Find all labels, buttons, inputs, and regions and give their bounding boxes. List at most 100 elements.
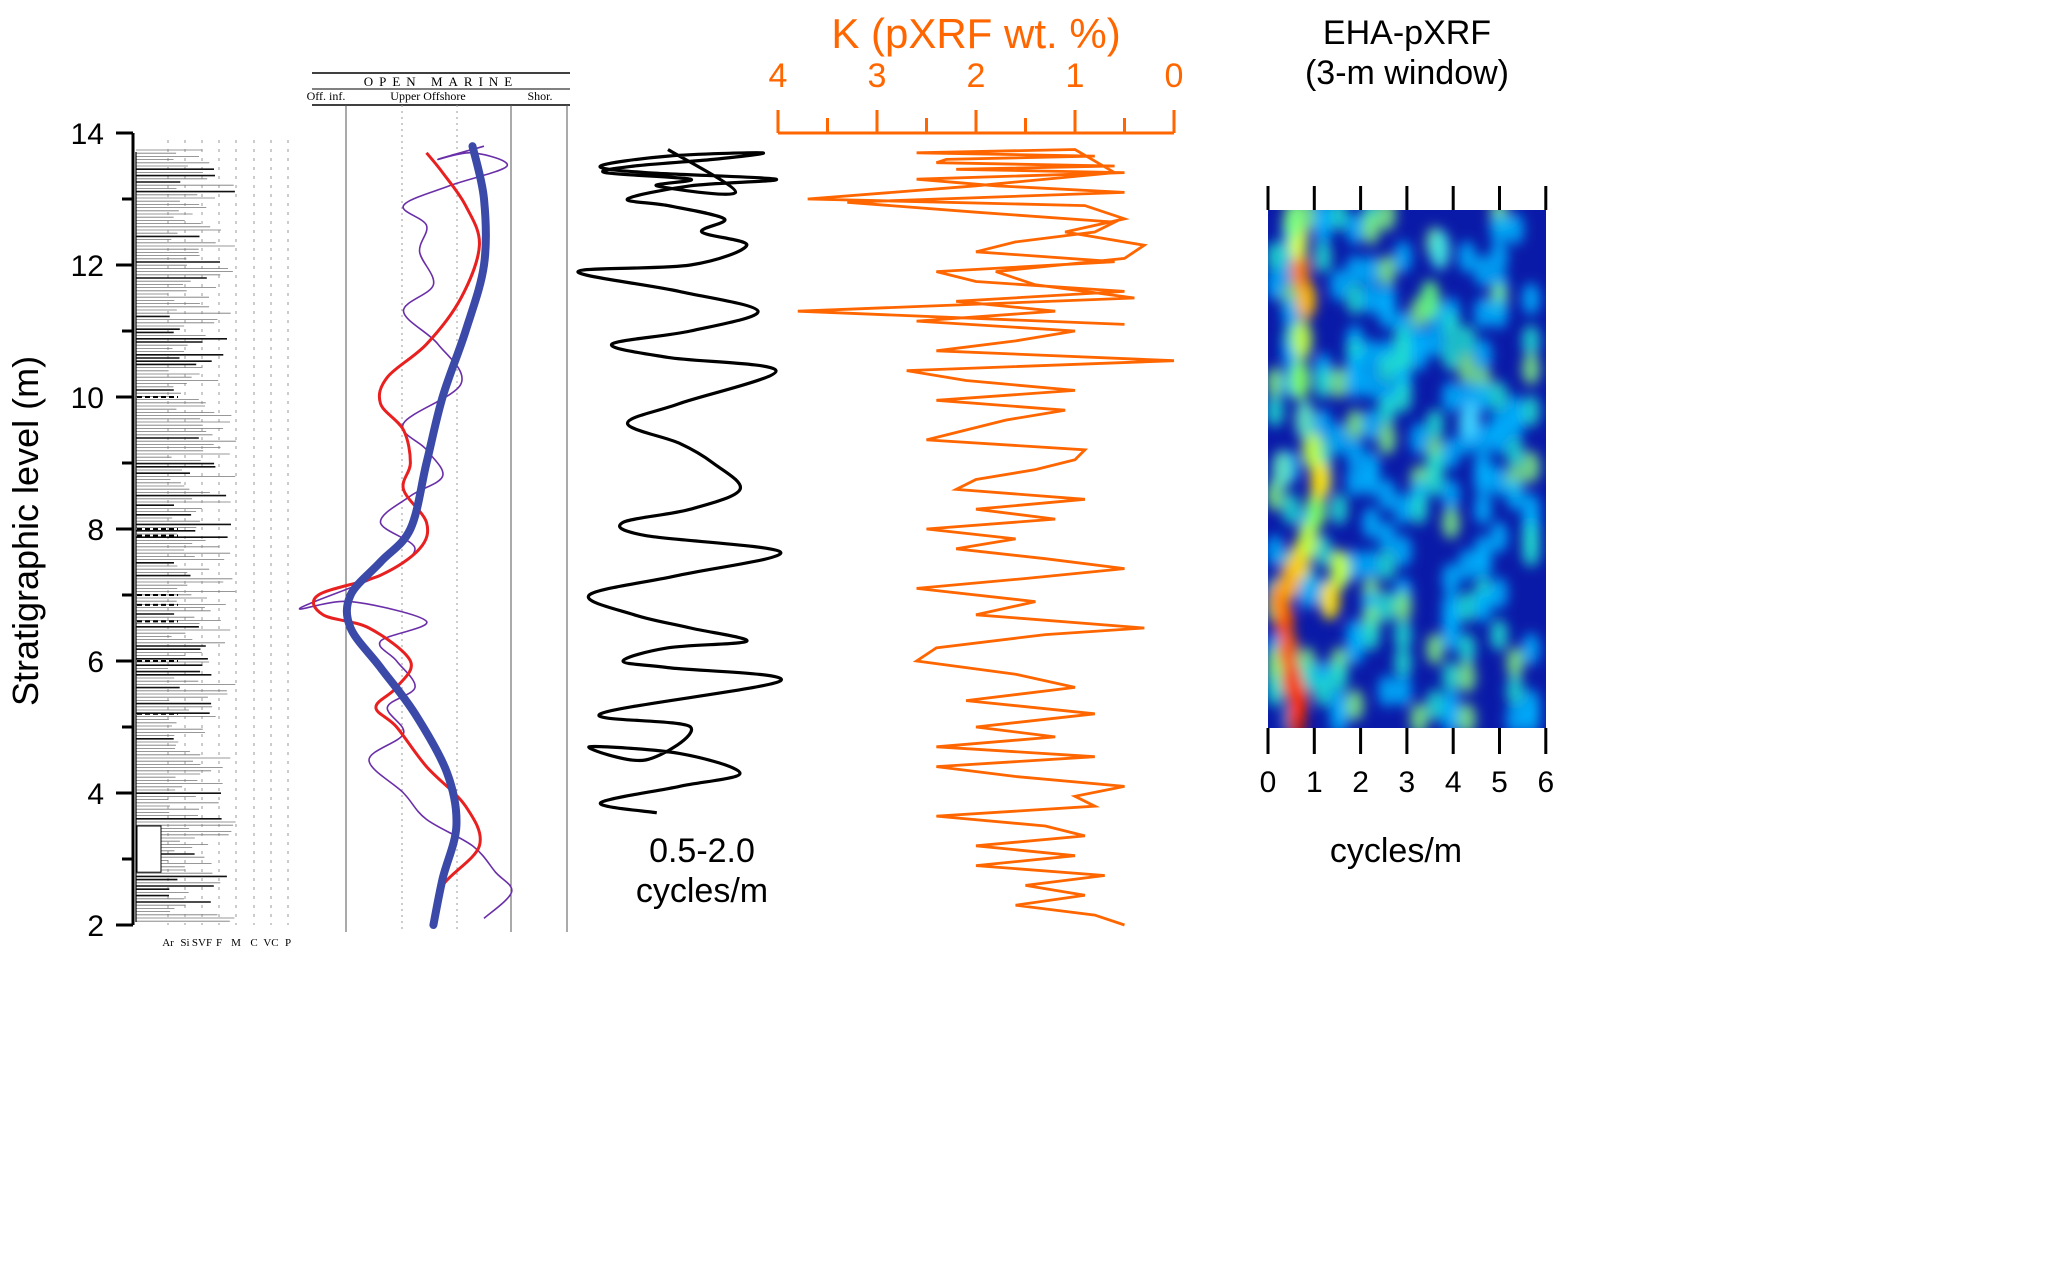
heat-cell — [1490, 577, 1508, 609]
facies-panel: OPEN MARINE Off. inf. Upper Offshore Sho… — [298, 72, 570, 932]
heat-cell — [1442, 661, 1460, 693]
heat-cell — [1522, 535, 1540, 567]
heat-cell — [1394, 675, 1412, 707]
k-tick-label: 2 — [967, 57, 986, 95]
heat-cell — [1442, 479, 1460, 511]
heat-cell — [1490, 521, 1508, 553]
heat-cell — [1346, 549, 1364, 581]
heat-cell — [1314, 409, 1332, 441]
heat-cell — [1378, 353, 1396, 385]
heat-cell — [1490, 381, 1508, 413]
header-off-inf: Off. inf. — [307, 89, 346, 103]
grain-size-label: Ar — [162, 937, 174, 949]
heat-cell — [1346, 633, 1364, 665]
heat-cell — [1346, 367, 1364, 399]
heat-cell — [1330, 269, 1348, 301]
heat-cell — [1458, 549, 1476, 581]
heat-cell — [1394, 241, 1412, 273]
heat-cell — [1522, 633, 1540, 665]
facies-curve-red — [311, 151, 482, 919]
heat-ridge-cell — [1290, 360, 1310, 400]
heat-cell — [1410, 703, 1428, 728]
facies-curve-blue — [342, 142, 490, 929]
heat-cell — [1378, 255, 1396, 287]
lithologic-log-panel: Stratigraphic level (m) 2 4 6 8 10 12 14 Ar Si S… — [5, 118, 291, 949]
heat-cell — [1394, 535, 1412, 567]
heat-cell — [1490, 297, 1508, 329]
heat-cell — [1490, 465, 1508, 497]
heat-cell — [1442, 311, 1460, 343]
heat-cell — [1522, 451, 1540, 483]
heat-ridge-cell — [1302, 430, 1322, 470]
heat-cell — [1314, 213, 1332, 245]
heat-cell — [1490, 423, 1508, 455]
heat-ridge-cell — [1420, 280, 1440, 320]
k-tick-label: 4 — [769, 57, 788, 95]
heat-cell — [1442, 381, 1460, 413]
heat-cell — [1474, 549, 1492, 581]
eha-tick-label: 6 — [1537, 766, 1554, 799]
heat-cell — [1330, 661, 1348, 693]
heat-cell — [1474, 591, 1492, 623]
eha-title-line2: (3-m window) — [1305, 54, 1509, 92]
heat-ridge-cell — [1320, 580, 1340, 620]
heat-cell — [1268, 675, 1284, 707]
heat-cell — [1522, 703, 1540, 728]
grain-size-label: P — [285, 937, 291, 949]
heat-cell — [1506, 409, 1524, 441]
heat-cell — [1506, 703, 1524, 728]
heat-cell — [1474, 493, 1492, 525]
k-pxrf-panel: K (pXRF wt. %) 4 3 2 1 0 — [769, 10, 1183, 927]
heat-cell — [1362, 367, 1380, 399]
header-upper-offshore: Upper Offshore — [390, 89, 465, 103]
heat-ridge-cell — [1298, 520, 1318, 560]
grain-size-label: VC — [263, 937, 278, 949]
heat-cell — [1282, 297, 1300, 329]
heat-cell — [1394, 591, 1412, 623]
y-tick-label: 10 — [71, 382, 104, 415]
y-tick-label: 14 — [71, 118, 104, 151]
heat-ridge-cell — [1310, 460, 1330, 500]
heat-cell — [1506, 647, 1524, 679]
heat-cell — [1330, 367, 1348, 399]
header-shor: Shor. — [527, 89, 552, 103]
eha-tick-label: 5 — [1491, 766, 1508, 799]
heat-cell — [1442, 619, 1460, 651]
k-tick-label: 1 — [1066, 57, 1085, 95]
heat-cell — [1410, 339, 1428, 371]
y-ticks: 2 4 6 8 10 12 14 — [71, 118, 133, 943]
heat-cell — [1522, 283, 1540, 315]
heat-ridge-cell — [1295, 400, 1315, 440]
heat-cell — [1346, 409, 1364, 441]
grain-size-grid — [167, 140, 289, 925]
heat-ridge-cell — [1284, 210, 1304, 240]
heat-cell — [1362, 255, 1380, 287]
heat-cell — [1314, 367, 1332, 399]
heat-cell — [1394, 647, 1412, 679]
heat-cell — [1362, 507, 1380, 539]
heat-cell — [1426, 409, 1444, 441]
heat-cell — [1346, 465, 1364, 497]
y-tick-label: 2 — [87, 910, 104, 943]
heat-cell — [1426, 633, 1444, 665]
heat-cell — [1378, 210, 1396, 231]
k-axis-title: K (pXRF wt. %) — [831, 10, 1120, 57]
eha-title-line1: EHA-pXRF — [1323, 14, 1491, 52]
heat-cell — [1378, 521, 1396, 553]
heat-cell — [1458, 661, 1476, 693]
heat-cell — [1458, 591, 1476, 623]
heat-cell — [1410, 493, 1428, 525]
heat-ridge-cell — [1278, 630, 1298, 670]
heat-cell — [1474, 465, 1492, 497]
heat-cell — [1362, 619, 1380, 651]
eha-x-label: cycles/m — [1330, 832, 1462, 870]
heat-ridge-cell — [1282, 660, 1302, 700]
heat-ridge-cell — [1330, 550, 1350, 590]
heat-cell — [1458, 353, 1476, 385]
heat-cell — [1442, 507, 1460, 539]
heat-cell — [1378, 395, 1396, 427]
heat-cell — [1474, 255, 1492, 287]
heat-cell — [1490, 241, 1508, 273]
heat-cell — [1362, 213, 1380, 245]
